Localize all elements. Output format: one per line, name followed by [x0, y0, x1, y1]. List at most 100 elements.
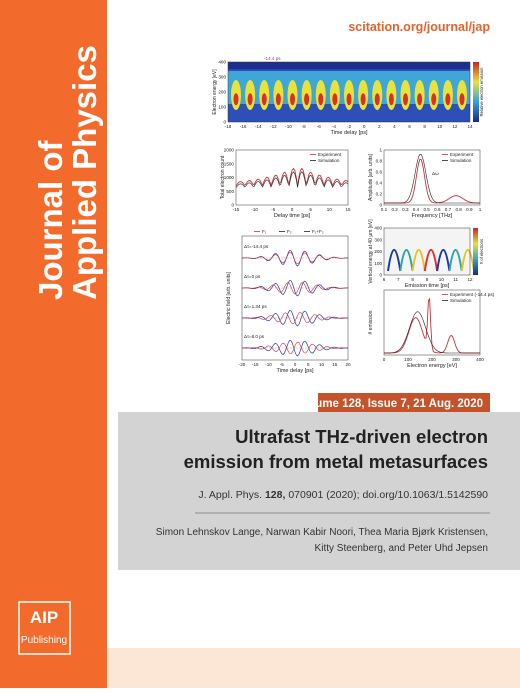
trajectory	[399, 248, 414, 272]
x-tick-label: 8	[411, 277, 414, 282]
colorbar-label: # of electrons	[479, 239, 484, 264]
y-tick-label: 0	[231, 203, 234, 208]
x-tick-label: -15	[233, 207, 240, 212]
x-tick-label: 6	[408, 124, 411, 129]
heat-core	[417, 93, 423, 106]
waveform	[241, 339, 348, 357]
x-tick-label: -5	[280, 362, 285, 367]
trajectory	[411, 248, 426, 272]
heat-core	[459, 93, 465, 106]
heat-core	[318, 93, 324, 106]
waveform	[241, 251, 348, 265]
x-tick-label: 0.7	[445, 207, 452, 212]
y-tick-label: 300	[218, 75, 226, 80]
heat-core	[247, 93, 253, 106]
x-tick-label: -6	[317, 124, 322, 129]
x-tick-label: 0.6	[434, 207, 441, 212]
journal-line: Journal of	[32, 139, 69, 300]
y-tick-label: 0.8	[376, 159, 383, 164]
x-tick-label: 0.1	[381, 207, 388, 212]
authors: Simon Lehnskov Lange, Narwan Kabir Noori…	[156, 527, 488, 538]
plot-frame	[241, 235, 349, 361]
x-tick-label: 8	[423, 124, 426, 129]
x-tick-label: 14	[467, 124, 473, 129]
x-tick-label: 0.9	[466, 207, 473, 212]
heat-core	[332, 93, 338, 106]
x-tick-label: 15	[332, 362, 338, 367]
heat-core	[445, 93, 451, 106]
x-tick-label: 0.8	[455, 207, 462, 212]
x-tick-label: 12	[467, 277, 473, 282]
x-axis-label: Time delay [ps]	[276, 368, 314, 374]
plot-bg	[384, 228, 470, 275]
curve-simulation	[384, 311, 480, 354]
figure: -18 -16 -14 -12 -10 -8 -6 -4 -2 0 2 4 6 8 10 12 14010020…	[212, 56, 495, 374]
x-tick-label: 0.2	[391, 207, 398, 212]
x-axis-label: Emission time [ps]	[405, 283, 450, 289]
x-tick-label: 300	[452, 357, 460, 362]
x-tick-label: 0.5	[423, 207, 430, 212]
logo-text: AIP	[30, 608, 58, 627]
y-tick-label: 0.2	[376, 192, 383, 197]
x-tick-label: -15	[252, 362, 259, 367]
legend-label: Experiment (-14.4 ps)	[450, 292, 495, 297]
publisher-name: Publishing	[21, 635, 67, 646]
x-tick-label: 0.4	[413, 207, 420, 212]
plot-frame	[383, 227, 471, 276]
issue-bar	[318, 393, 490, 412]
x-tick-label: 10	[439, 277, 445, 282]
y-tick-label: 300	[374, 237, 382, 242]
annotation: Δτ=1.34 ps	[244, 304, 267, 309]
x-tick-label: -20	[239, 362, 246, 367]
x-tick-label: 5	[309, 207, 312, 212]
legend-label: Experiment	[318, 152, 342, 157]
heat-core	[403, 93, 408, 106]
waveform	[241, 279, 348, 297]
x-tick-label: 0.3	[402, 207, 409, 212]
heat-core	[374, 93, 380, 106]
article-title: Ultrafast THz-driven electron	[235, 426, 488, 447]
x-tick-label: 10	[327, 207, 333, 212]
y-tick-label: 1000	[224, 175, 235, 180]
citation-volume: 128,	[265, 489, 286, 501]
x-tick-label: -8	[302, 124, 307, 129]
y-tick-label: 100	[218, 105, 226, 110]
trajectory	[423, 248, 439, 272]
annotation: Δτ=6.0 ps	[244, 334, 265, 339]
legend-label: Simulation	[450, 298, 472, 303]
y-axis-label: # emission	[368, 310, 374, 334]
citation: J. Appl. Phys. 128, 070901 (2020); doi.o…	[198, 489, 488, 501]
x-tick-label: 10	[437, 124, 443, 129]
logo-box	[18, 601, 71, 655]
journal-line: Applied Physics	[66, 45, 103, 300]
x-tick-label: -12	[270, 124, 277, 129]
y-tick-label: 0.6	[376, 170, 383, 175]
waveform	[242, 282, 348, 295]
journal-url: scitation.org/journal/jap	[348, 20, 490, 34]
x-axis-label: Time delay [ps]	[330, 130, 368, 136]
heat-core	[304, 93, 310, 106]
x-tick-label: -18	[225, 124, 232, 129]
waveform	[241, 341, 349, 355]
x-tick-label: 7	[397, 277, 400, 282]
citation-journal: J. Appl. Phys.	[198, 489, 262, 501]
y-tick-label: 2000	[224, 148, 235, 153]
heat-core	[275, 93, 281, 106]
x-tick-label: -14	[255, 124, 262, 129]
y-tick-label: 400	[374, 226, 382, 231]
y-tick-label: 200	[374, 249, 382, 254]
x-tick-label: 10	[319, 362, 325, 367]
legend-label: F₁+F₂	[312, 229, 324, 234]
x-tick-label: -4	[332, 124, 337, 129]
x-tick-label: 400	[476, 357, 484, 362]
x-tick-label: 11	[453, 277, 458, 282]
colorbar-label: Relative electron emission	[479, 67, 484, 117]
plot-frame	[235, 149, 349, 206]
x-tick-label: 0	[291, 207, 294, 212]
curve-simulation	[235, 171, 349, 188]
article-box	[118, 412, 520, 570]
y-axis-label: Electric field [arb. units]	[226, 272, 232, 324]
x-tick-label: 20	[345, 362, 351, 367]
heat-core	[431, 93, 437, 106]
